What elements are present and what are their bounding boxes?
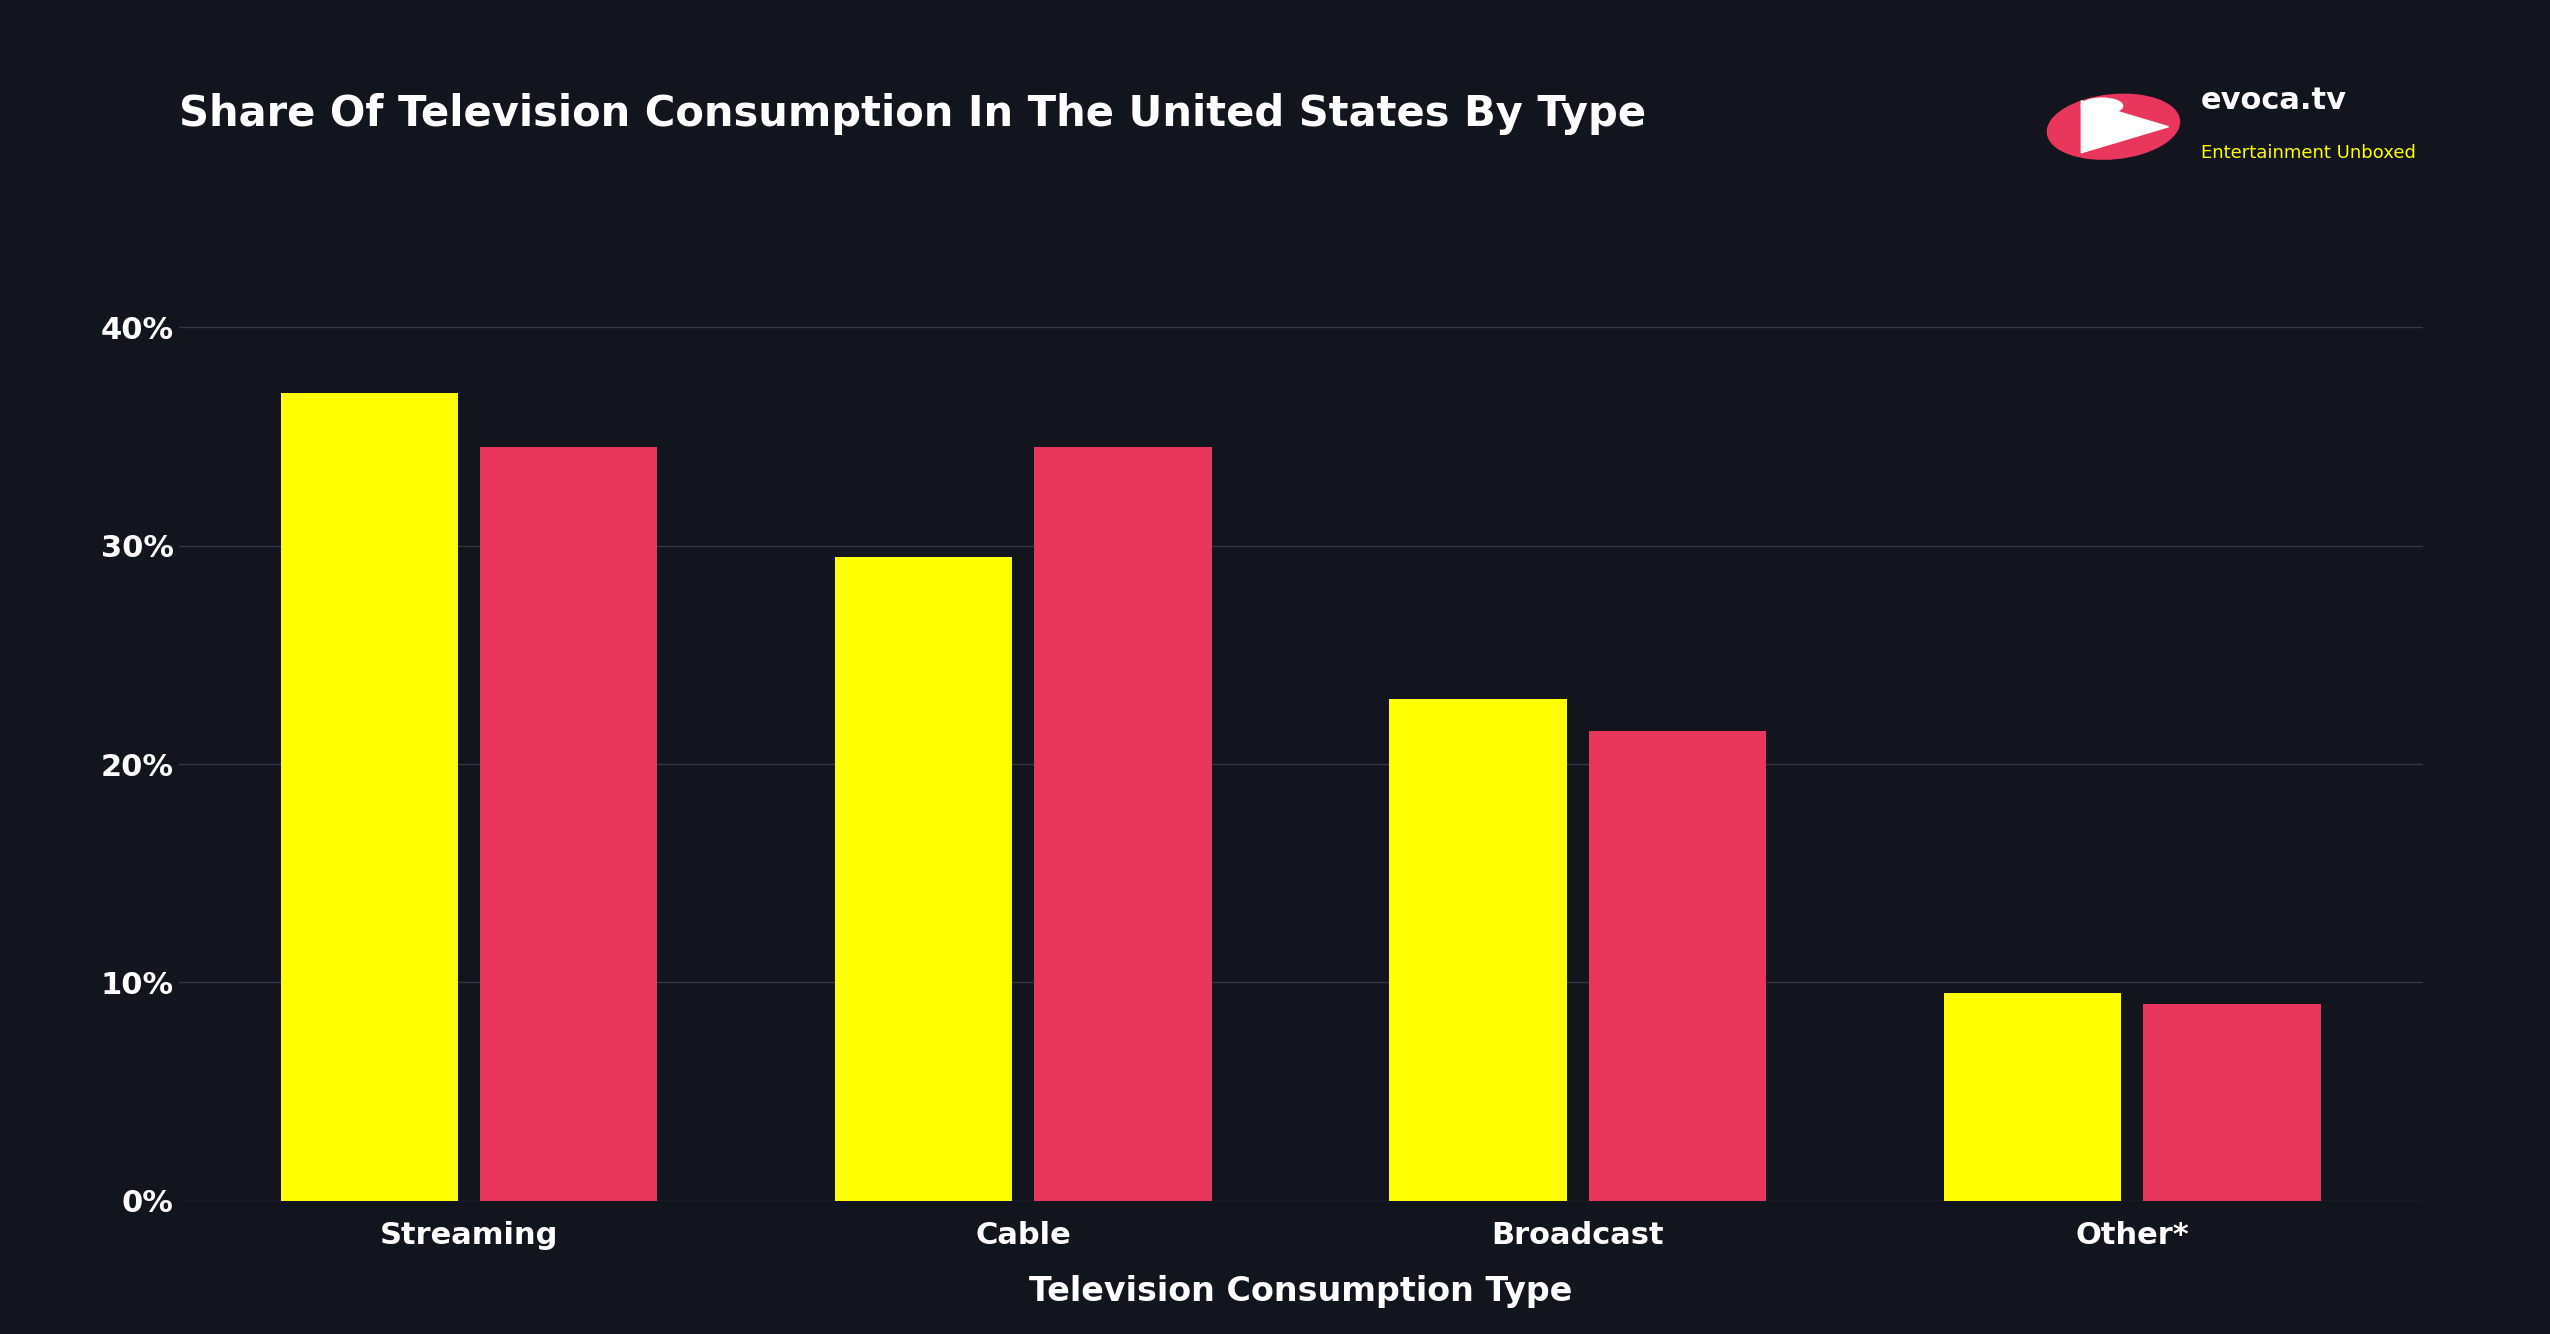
Bar bbox=[1589, 731, 1767, 1201]
Polygon shape bbox=[2081, 101, 2168, 152]
Text: Entertainment Unboxed: Entertainment Unboxed bbox=[2201, 144, 2415, 161]
Text: Share Of Television Consumption In The United States By Type: Share Of Television Consumption In The U… bbox=[179, 93, 1645, 135]
Bar bbox=[834, 556, 1012, 1201]
Text: evoca.tv: evoca.tv bbox=[2201, 87, 2346, 115]
X-axis label: Television Consumption Type: Television Consumption Type bbox=[1028, 1275, 1573, 1309]
Bar bbox=[1390, 699, 1566, 1201]
Bar bbox=[1943, 994, 2122, 1201]
Bar bbox=[2142, 1005, 2320, 1201]
Bar bbox=[1035, 447, 1211, 1201]
Ellipse shape bbox=[2048, 95, 2180, 159]
Bar bbox=[280, 394, 459, 1201]
Circle shape bbox=[2081, 99, 2122, 113]
Bar bbox=[479, 447, 658, 1201]
